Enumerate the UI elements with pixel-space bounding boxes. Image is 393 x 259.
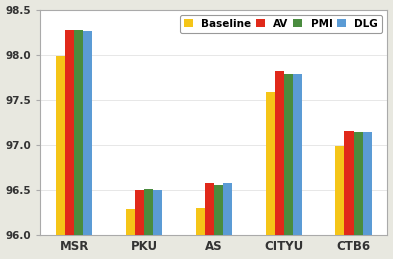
Bar	[284, 74, 293, 259]
Bar	[335, 146, 344, 259]
Bar	[65, 30, 74, 259]
Bar	[196, 208, 205, 259]
Bar	[153, 190, 162, 259]
Bar	[74, 30, 83, 259]
Bar	[223, 183, 232, 259]
Bar	[126, 209, 135, 259]
Bar	[275, 71, 284, 259]
Bar	[205, 183, 214, 259]
Bar	[344, 131, 354, 259]
Bar	[363, 132, 372, 259]
Bar	[135, 190, 144, 259]
Bar	[144, 189, 153, 259]
Bar	[266, 92, 275, 259]
Bar	[214, 185, 223, 259]
Bar	[83, 31, 92, 259]
Legend: Baseline, AV, PMI, DLG: Baseline, AV, PMI, DLG	[180, 15, 382, 33]
Bar	[354, 132, 363, 259]
Bar	[56, 55, 65, 259]
Bar	[293, 74, 302, 259]
